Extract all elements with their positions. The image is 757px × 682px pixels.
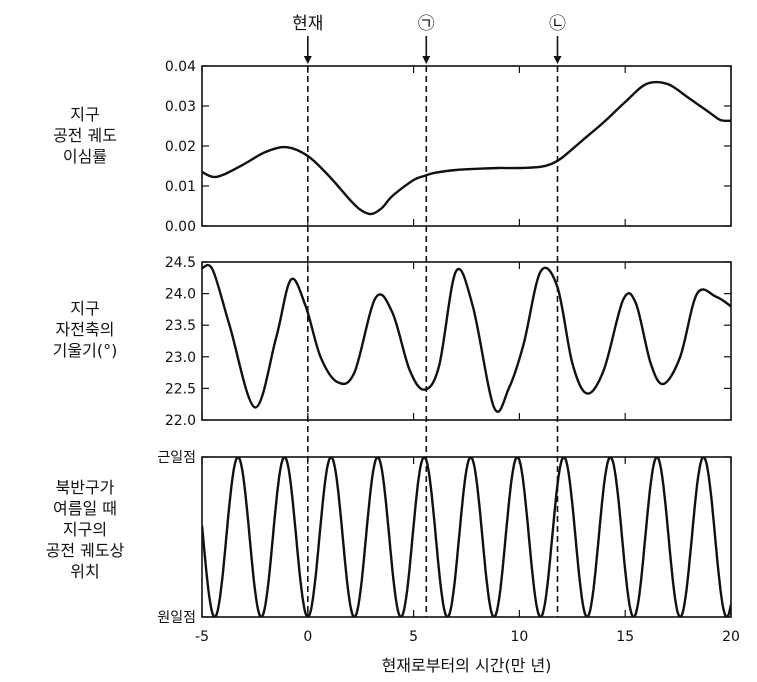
- ytick-label: 0.02: [165, 139, 196, 155]
- ytick-label: 23.5: [165, 318, 196, 334]
- xtick-label: 10: [510, 629, 528, 645]
- x-axis-label: 현재로부터의 시간(만 년): [382, 656, 552, 675]
- ytick-label: 22.0: [165, 413, 196, 429]
- ytick-label: 24.0: [165, 287, 196, 303]
- ytick-label: 23.0: [165, 350, 196, 366]
- xtick-label: -5: [195, 629, 209, 645]
- precession-ylabel: 북반구가 여름일 때 지구의 공전 궤도상 위치: [45, 478, 125, 581]
- obliquity-series-line: [202, 263, 731, 413]
- marker-label: ㉠: [418, 14, 435, 34]
- panel-frame-obliquity: [201, 261, 732, 421]
- marker-arrow-head: [422, 56, 431, 64]
- eccentricity-series-line: [202, 80, 731, 216]
- ytick-label: 원일점: [157, 610, 196, 626]
- xtick-label: 20: [722, 629, 740, 645]
- ytick-label: 22.5: [165, 381, 196, 397]
- ytick-label: 0.03: [165, 99, 196, 115]
- precession-series-line: [202, 457, 731, 617]
- xtick-label: 15: [616, 629, 634, 645]
- panel-frame-eccentricity: [201, 65, 732, 227]
- ytick-label: 0.04: [165, 59, 196, 75]
- ytick-label: 24.5: [165, 255, 196, 271]
- xtick-label: 5: [409, 629, 418, 645]
- xtick-label: 0: [303, 629, 312, 645]
- eccentricity-ylabel: 지구 공전 궤도 이심률: [53, 105, 117, 166]
- marker-label: ㉡: [549, 14, 566, 34]
- ytick-label: 근일점: [157, 450, 196, 466]
- marker-arrow-head: [553, 56, 562, 64]
- ytick-label: 0.00: [165, 219, 196, 235]
- obliquity-ylabel: 지구 자전축의 기울기(°): [52, 299, 118, 360]
- ytick-label: 0.01: [165, 179, 196, 195]
- marker-arrow-head: [303, 56, 312, 64]
- marker-label: 현재: [292, 14, 323, 34]
